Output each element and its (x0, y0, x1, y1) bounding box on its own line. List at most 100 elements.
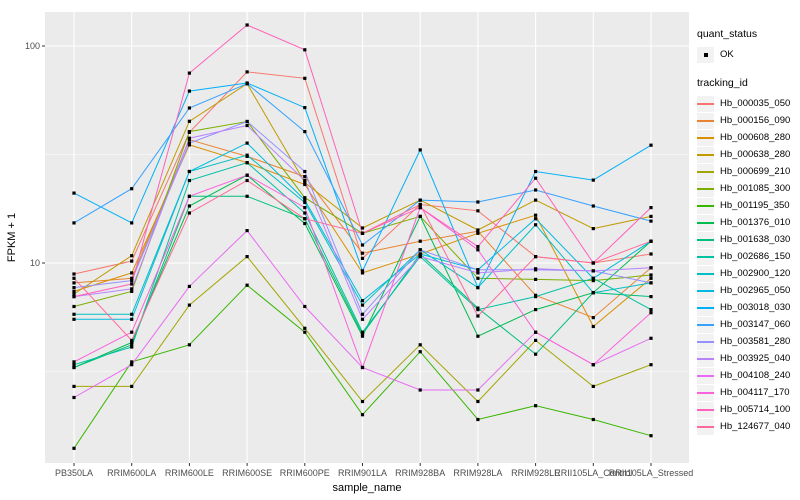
data-point (187, 303, 191, 307)
x-tick-label: PB350LA (55, 468, 93, 478)
legend-item-Hb_003147_060: Hb_003147_060 (697, 316, 797, 333)
data-point (591, 204, 595, 208)
legend-key (697, 112, 714, 129)
data-point (534, 213, 538, 217)
legend-item-Hb_000156_090: Hb_000156_090 (697, 112, 797, 129)
legend-key (697, 333, 714, 350)
data-point (303, 217, 307, 221)
data-point (72, 295, 76, 299)
data-point (418, 255, 422, 259)
data-point (245, 178, 249, 183)
data-point (245, 70, 249, 74)
data-point (72, 276, 76, 280)
data-point (303, 221, 307, 226)
data-point (649, 308, 653, 312)
legend-key (697, 299, 714, 316)
data-point (418, 239, 422, 243)
data-point (303, 182, 307, 187)
legend-item-label: Hb_001085_300 (720, 183, 791, 194)
legend-item-label: Hb_000156_090 (720, 115, 791, 126)
data-point (360, 365, 365, 370)
data-point (476, 200, 480, 204)
legend-item-Hb_001195_350: Hb_001195_350 (697, 197, 797, 214)
data-point (360, 334, 365, 338)
legend-item-Hb_001376_010: Hb_001376_010 (697, 214, 797, 231)
data-point (72, 317, 76, 321)
legend-key (697, 265, 714, 282)
data-point (187, 284, 191, 288)
data-point (360, 269, 365, 273)
legend-key (697, 350, 714, 367)
data-point (303, 198, 307, 202)
legend-item-Hb_001638_030: Hb_001638_030 (697, 231, 797, 248)
legend-item-Hb_002900_120: Hb_002900_120 (697, 265, 797, 282)
legend-key (697, 367, 714, 384)
data-point (591, 324, 595, 329)
data-point (130, 276, 134, 280)
series-color-swatch (697, 153, 714, 156)
data-point (591, 276, 595, 280)
legend-item-Hb_004117_170: Hb_004117_170 (697, 384, 797, 401)
data-point (72, 281, 76, 285)
data-point (476, 268, 480, 272)
legend-item-label: OK (720, 49, 734, 60)
data-point (476, 286, 480, 290)
data-point (418, 248, 422, 252)
y-tick-label: 10 (30, 258, 40, 268)
data-point (476, 271, 480, 275)
data-point (591, 261, 595, 265)
legend-item-Hb_000035_050: Hb_000035_050 (697, 95, 797, 112)
data-point (303, 106, 307, 110)
legend-key (697, 146, 714, 163)
data-point (187, 211, 191, 215)
data-point (360, 317, 365, 321)
data-point (72, 363, 76, 367)
legend-item-label: Hb_002900_120 (720, 268, 791, 279)
data-point (476, 248, 480, 252)
legend-key (697, 401, 714, 418)
data-point (360, 332, 365, 336)
data-point (303, 169, 307, 174)
legend-item-label: Hb_004117_170 (720, 387, 790, 398)
series-color-swatch (697, 102, 714, 105)
data-point (476, 228, 480, 232)
data-point (360, 231, 365, 235)
data-point (649, 336, 653, 340)
data-point (187, 106, 191, 110)
x-tick-label: RRIM928LA (453, 468, 502, 478)
data-point (303, 180, 307, 185)
legend-item-Hb_000699_210: Hb_000699_210 (697, 163, 797, 180)
legend-key (697, 95, 714, 112)
data-point (245, 229, 249, 233)
data-point (72, 312, 76, 316)
series-color-swatch (697, 221, 714, 224)
data-point (245, 173, 249, 177)
y-axis-title: FPKM + 1 (6, 213, 18, 262)
data-point (130, 384, 134, 388)
data-point (72, 395, 76, 400)
data-point (130, 271, 134, 275)
data-point (303, 206, 307, 210)
series-color-swatch (697, 323, 714, 326)
data-point (534, 295, 538, 299)
series-color-swatch (697, 425, 714, 428)
data-point (72, 272, 76, 276)
series-color-swatch (697, 170, 714, 173)
legend-item-label: Hb_005714_100 (720, 404, 791, 415)
series-color-swatch (697, 306, 714, 309)
data-point (303, 196, 307, 200)
legend-item-Hb_003018_030: Hb_003018_030 (697, 299, 797, 316)
data-point (187, 194, 191, 198)
data-point (591, 279, 595, 283)
data-point (649, 311, 653, 315)
data-point (534, 255, 538, 259)
data-point (534, 223, 538, 227)
data-point (591, 269, 595, 273)
data-point (187, 204, 191, 208)
data-point (476, 334, 480, 338)
data-point (245, 141, 249, 145)
data-point (303, 326, 307, 330)
data-point (649, 214, 653, 218)
legend-key (697, 384, 714, 401)
